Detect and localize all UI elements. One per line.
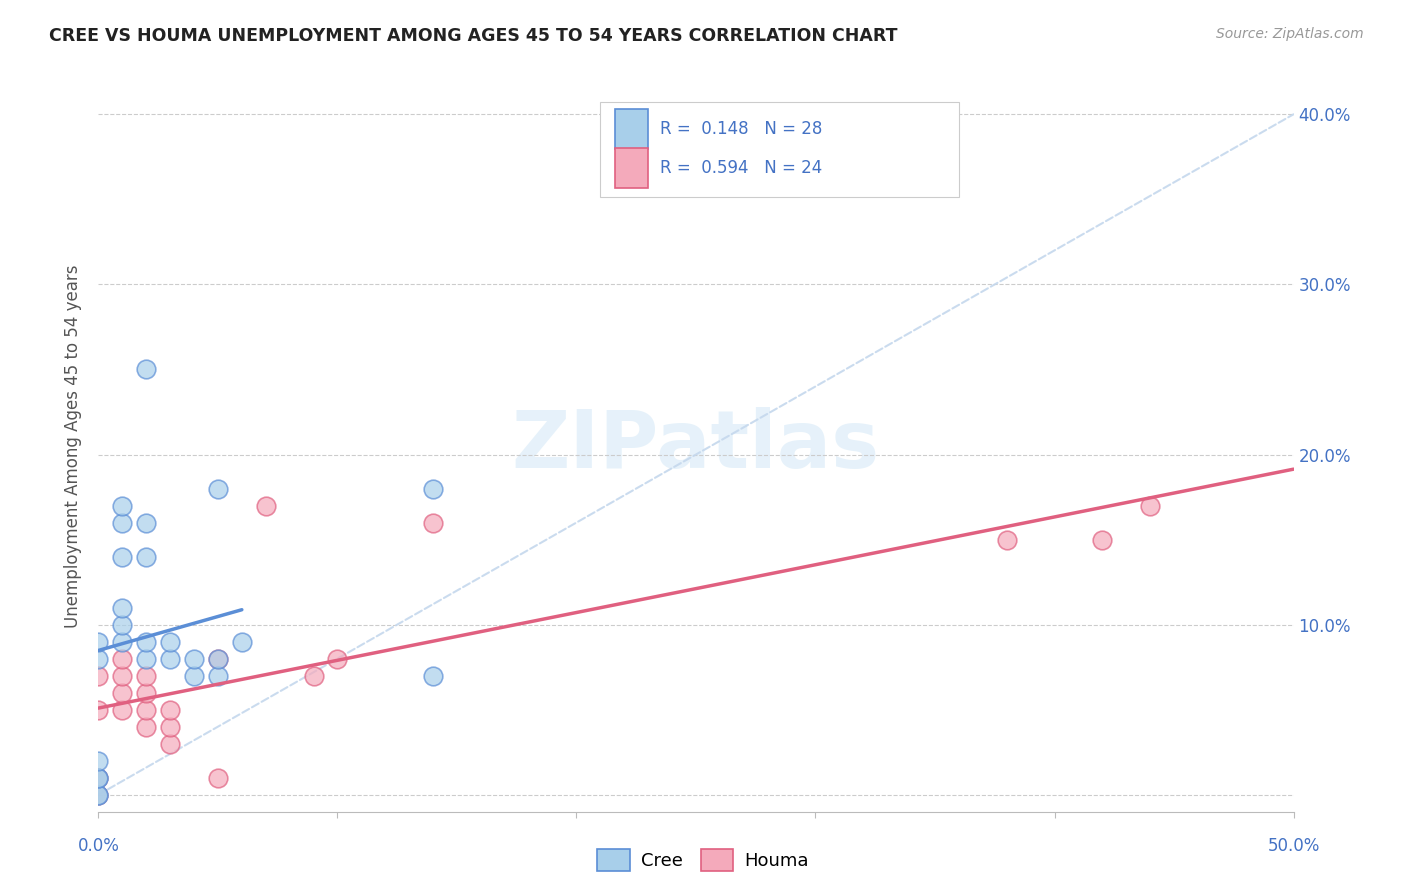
- Point: [159, 634, 181, 648]
- Point: [135, 668, 157, 682]
- Point: [326, 651, 349, 665]
- Y-axis label: Unemployment Among Ages 45 to 54 years: Unemployment Among Ages 45 to 54 years: [65, 264, 83, 628]
- Point: [1091, 533, 1114, 547]
- Point: [111, 651, 134, 665]
- Point: [159, 720, 181, 734]
- Point: [111, 686, 134, 700]
- Point: [135, 686, 157, 700]
- Point: [111, 634, 134, 648]
- Point: [207, 651, 229, 665]
- Point: [207, 651, 229, 665]
- Point: [207, 482, 229, 496]
- Text: CREE VS HOUMA UNEMPLOYMENT AMONG AGES 45 TO 54 YEARS CORRELATION CHART: CREE VS HOUMA UNEMPLOYMENT AMONG AGES 45…: [49, 27, 897, 45]
- Text: ZIPatlas: ZIPatlas: [512, 407, 880, 485]
- Point: [422, 516, 444, 530]
- Point: [159, 737, 181, 751]
- Point: [87, 771, 110, 785]
- Point: [87, 788, 110, 802]
- Point: [135, 703, 157, 717]
- Point: [135, 549, 157, 564]
- Point: [183, 651, 205, 665]
- Point: [87, 754, 110, 768]
- Point: [254, 499, 277, 513]
- Point: [111, 516, 134, 530]
- Point: [302, 668, 325, 682]
- Point: [183, 668, 205, 682]
- Point: [87, 788, 110, 802]
- Point: [87, 651, 110, 665]
- Point: [135, 634, 157, 648]
- Point: [207, 668, 229, 682]
- Point: [111, 600, 134, 615]
- Point: [87, 668, 110, 682]
- Point: [87, 771, 110, 785]
- Point: [159, 703, 181, 717]
- Legend: Cree, Houma: Cree, Houma: [591, 842, 815, 879]
- Point: [135, 516, 157, 530]
- FancyBboxPatch shape: [600, 103, 959, 197]
- Text: 50.0%: 50.0%: [1267, 838, 1320, 855]
- FancyBboxPatch shape: [614, 109, 648, 149]
- Point: [87, 788, 110, 802]
- Text: 0.0%: 0.0%: [77, 838, 120, 855]
- Point: [135, 651, 157, 665]
- Point: [111, 617, 134, 632]
- Point: [995, 533, 1018, 547]
- Point: [111, 668, 134, 682]
- Point: [231, 634, 253, 648]
- Point: [87, 703, 110, 717]
- Point: [422, 668, 444, 682]
- Text: Source: ZipAtlas.com: Source: ZipAtlas.com: [1216, 27, 1364, 41]
- Point: [87, 634, 110, 648]
- Point: [135, 720, 157, 734]
- Point: [111, 549, 134, 564]
- Text: R =  0.148   N = 28: R = 0.148 N = 28: [661, 120, 823, 138]
- Point: [422, 482, 444, 496]
- Point: [135, 362, 157, 376]
- Point: [207, 771, 229, 785]
- Point: [159, 651, 181, 665]
- Point: [1139, 499, 1161, 513]
- FancyBboxPatch shape: [614, 148, 648, 188]
- Point: [87, 771, 110, 785]
- Point: [111, 703, 134, 717]
- Text: R =  0.594   N = 24: R = 0.594 N = 24: [661, 159, 823, 177]
- Point: [111, 499, 134, 513]
